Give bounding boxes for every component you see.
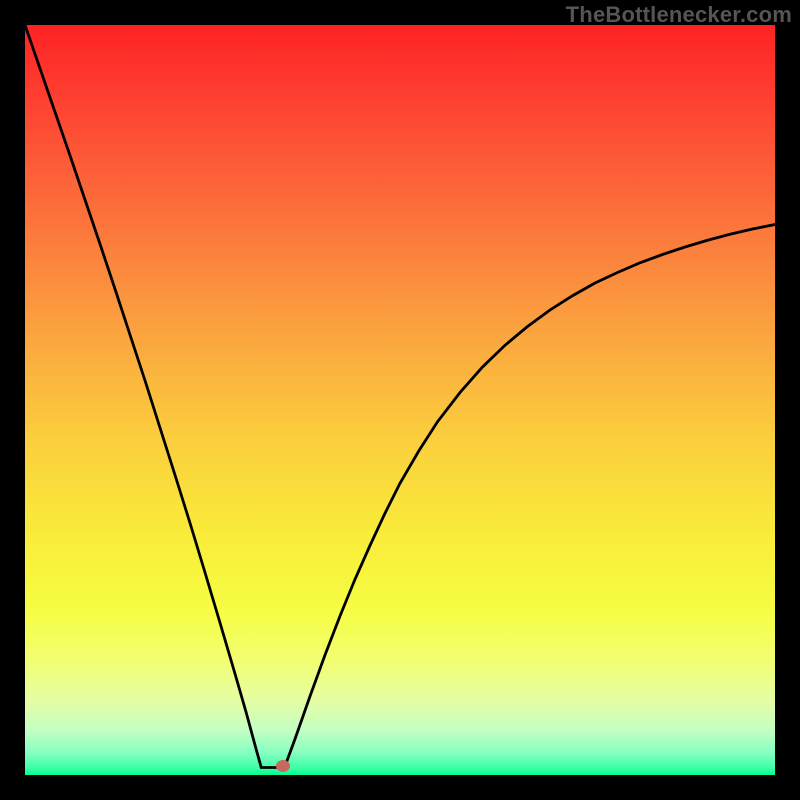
curve-left-branch <box>25 25 261 768</box>
watermark-text: TheBottlenecker.com <box>566 2 792 28</box>
curve-right-branch <box>285 225 776 768</box>
chart-frame: TheBottlenecker.com <box>0 0 800 800</box>
bottleneck-curve <box>25 25 775 775</box>
plot-area <box>25 25 775 775</box>
optimal-marker <box>276 760 290 772</box>
